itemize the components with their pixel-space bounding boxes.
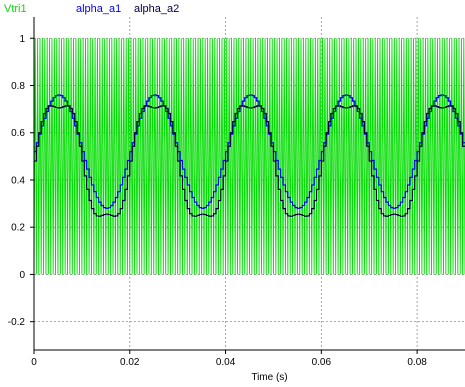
axes [33, 17, 465, 351]
series-line-alpha_a2 [34, 105, 465, 217]
y-tick-label: 0.4 [11, 175, 25, 186]
legend: Vtri1 alpha_a1 alpha_a2 [4, 3, 179, 15]
grid [34, 17, 465, 350]
series-line-Vtri1 [33, 38, 465, 275]
plot-area [34, 17, 465, 350]
plot-background [34, 17, 465, 350]
x-tick-label: 0 [31, 357, 37, 368]
x-tick-label: 0.02 [120, 357, 140, 368]
legend-entry-alpha_a1: alpha_a1 [76, 3, 121, 15]
x-tick-label: 0.04 [216, 357, 236, 368]
series-line-alpha_a1 [34, 94, 465, 209]
legend-entry-alpha_a2: alpha_a2 [134, 3, 179, 15]
y-tick-label: 0.6 [11, 128, 25, 139]
legend-entry-Vtri1: Vtri1 [4, 3, 27, 15]
y-tick-label: 0.8 [11, 81, 25, 92]
series-group [33, 38, 465, 275]
y-tick-label: 1 [19, 34, 25, 45]
y-tick-label: 0.2 [11, 223, 25, 234]
x-axis-title: Time (s) [251, 372, 287, 383]
x-tick-label: 0.08 [407, 357, 427, 368]
y-tick-label: 0 [19, 270, 25, 281]
x-tick-label: 0.06 [312, 357, 332, 368]
y-tick-label: -0.2 [8, 317, 26, 328]
ticks: 0 0.02 0.04 0.06 0.08 -0.2 0 0.2 0.4 0.6 0.8 1 [8, 34, 428, 368]
